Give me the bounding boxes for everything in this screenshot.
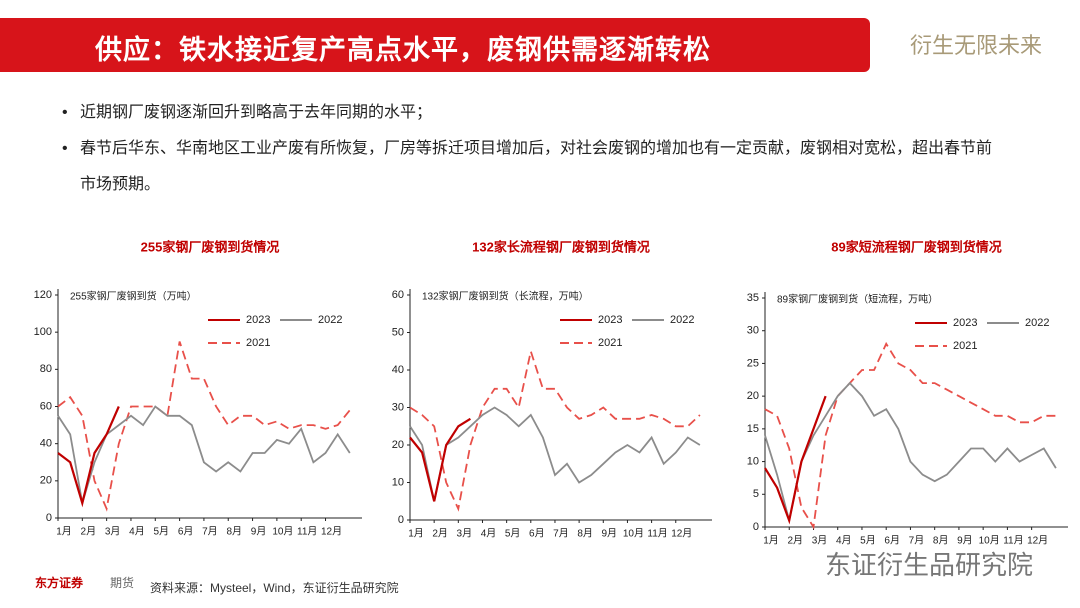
legend-label: 2021	[953, 340, 977, 352]
x-tick-label: 7月	[909, 535, 925, 547]
y-tick-label: 20	[747, 390, 759, 402]
legend-label: 2021	[246, 337, 270, 349]
y-tick-label: 0	[46, 512, 52, 524]
logo: 东方证券	[35, 576, 84, 590]
y-tick-label: 5	[753, 488, 759, 500]
y-tick-label: 80	[40, 363, 52, 375]
bullet: 春节后华东、华南地区工业产废有所恢复，厂房等拆迁项目增加后，对社会废钢的增加也有…	[62, 131, 1002, 203]
chart-title: 255家钢厂废钢到货情况	[141, 239, 280, 254]
y-tick-label: 20	[392, 439, 404, 451]
chart-title: 132家长流程钢厂废钢到货情况	[472, 239, 650, 254]
x-tick-label: 6月	[529, 528, 545, 540]
y-tick-label: 15	[747, 423, 759, 435]
x-tick-label: 9月	[957, 535, 973, 547]
bullet-list: 近期钢厂废钢逐渐回升到略高于去年同期的水平； 春节后华东、华南地区工业产废有所恢…	[62, 95, 1002, 203]
x-tick-label: 4月	[481, 528, 497, 540]
legend-label: 2023	[246, 314, 270, 326]
slide-title: 供应：铁水接近复产高点水平，废钢供需逐渐转松	[95, 35, 711, 65]
x-tick-label: 3月	[812, 535, 828, 547]
x-tick-label: 11月	[1003, 535, 1023, 547]
x-tick-label: 2月	[81, 526, 97, 538]
x-tick-label: 11月	[647, 528, 667, 540]
x-tick-label: 10月	[272, 526, 293, 538]
x-tick-label: 7月	[202, 526, 218, 538]
y-tick-label: 50	[392, 326, 404, 338]
y-tick-label: 60	[392, 289, 404, 301]
slogan: 衍生无限未来	[910, 33, 1043, 58]
chart-subtitle: 255家钢厂废钢到货（万吨）	[70, 290, 197, 303]
y-tick-label: 35	[747, 292, 759, 304]
x-tick-label: 3月	[457, 528, 473, 540]
chart-subtitle: 132家钢厂废钢到货（长流程，万吨）	[422, 290, 589, 303]
x-tick-label: 4月	[836, 535, 852, 547]
x-tick-label: 5月	[505, 528, 521, 540]
x-tick-label: 3月	[105, 526, 121, 538]
x-tick-label: 12月	[1027, 535, 1048, 547]
x-tick-label: 8月	[226, 526, 242, 538]
chart-subtitle: 89家钢厂废钢到货（短流程，万吨）	[777, 293, 938, 306]
y-tick-label: 30	[392, 401, 404, 413]
y-tick-label: 10	[747, 455, 759, 467]
x-tick-label: 2月	[432, 528, 448, 540]
x-tick-label: 7月	[553, 528, 569, 540]
y-tick-label: 40	[40, 438, 52, 450]
y-tick-label: 120	[34, 289, 52, 301]
series-line	[409, 347, 701, 512]
series-line	[57, 406, 120, 508]
chart-title: 89家短流程钢厂废钢到货情况	[831, 239, 1001, 254]
x-tick-label: 5月	[860, 535, 876, 547]
series-line	[764, 395, 827, 525]
y-tick-label: 25	[747, 357, 759, 369]
x-tick-label: 12月	[671, 528, 692, 540]
x-tick-label: 6月	[884, 535, 900, 547]
watermark: 东证衍生品研究院	[825, 550, 1034, 580]
x-tick-label: 11月	[297, 526, 317, 538]
x-tick-label: 12月	[321, 526, 342, 538]
x-tick-label: 4月	[129, 526, 145, 538]
y-tick-label: 10	[392, 476, 404, 488]
x-tick-label: 9月	[251, 526, 267, 538]
y-tick-label: 40	[392, 364, 404, 376]
y-tick-label: 100	[34, 326, 52, 338]
series-line	[57, 405, 351, 504]
x-tick-label: 8月	[577, 528, 593, 540]
x-tick-label: 8月	[933, 535, 949, 547]
y-tick-label: 0	[398, 514, 404, 526]
series-line	[409, 417, 471, 502]
legend-label: 2022	[1025, 317, 1049, 329]
bullet: 近期钢厂废钢逐渐回升到略高于去年同期的水平；	[62, 95, 1002, 131]
x-tick-label: 9月	[601, 528, 617, 540]
series-line	[764, 381, 1057, 521]
source: 资料来源：Mysteel，Wind，东证衍生品研究院	[150, 581, 399, 595]
title-banner	[0, 18, 870, 72]
legend-label: 2021	[598, 337, 622, 349]
x-tick-label: 5月	[153, 526, 169, 538]
legend-label: 2023	[598, 314, 622, 326]
x-tick-label: 1月	[408, 528, 424, 540]
series-line	[57, 341, 351, 512]
x-tick-label: 10月	[623, 528, 644, 540]
x-tick-label: 10月	[979, 535, 1000, 547]
y-tick-label: 60	[40, 400, 52, 412]
x-tick-label: 1月	[56, 526, 72, 538]
y-tick-label: 30	[747, 325, 759, 337]
y-tick-label: 0	[753, 521, 759, 533]
series-line	[764, 341, 1056, 530]
y-tick-label: 20	[40, 475, 52, 487]
series-line	[409, 406, 701, 502]
logo-sub: 期货	[110, 576, 135, 590]
legend-label: 2022	[318, 314, 342, 326]
legend-label: 2023	[953, 317, 977, 329]
x-tick-label: 2月	[787, 535, 803, 547]
legend-label: 2022	[670, 314, 694, 326]
x-tick-label: 6月	[178, 526, 194, 538]
x-tick-label: 1月	[763, 535, 779, 547]
